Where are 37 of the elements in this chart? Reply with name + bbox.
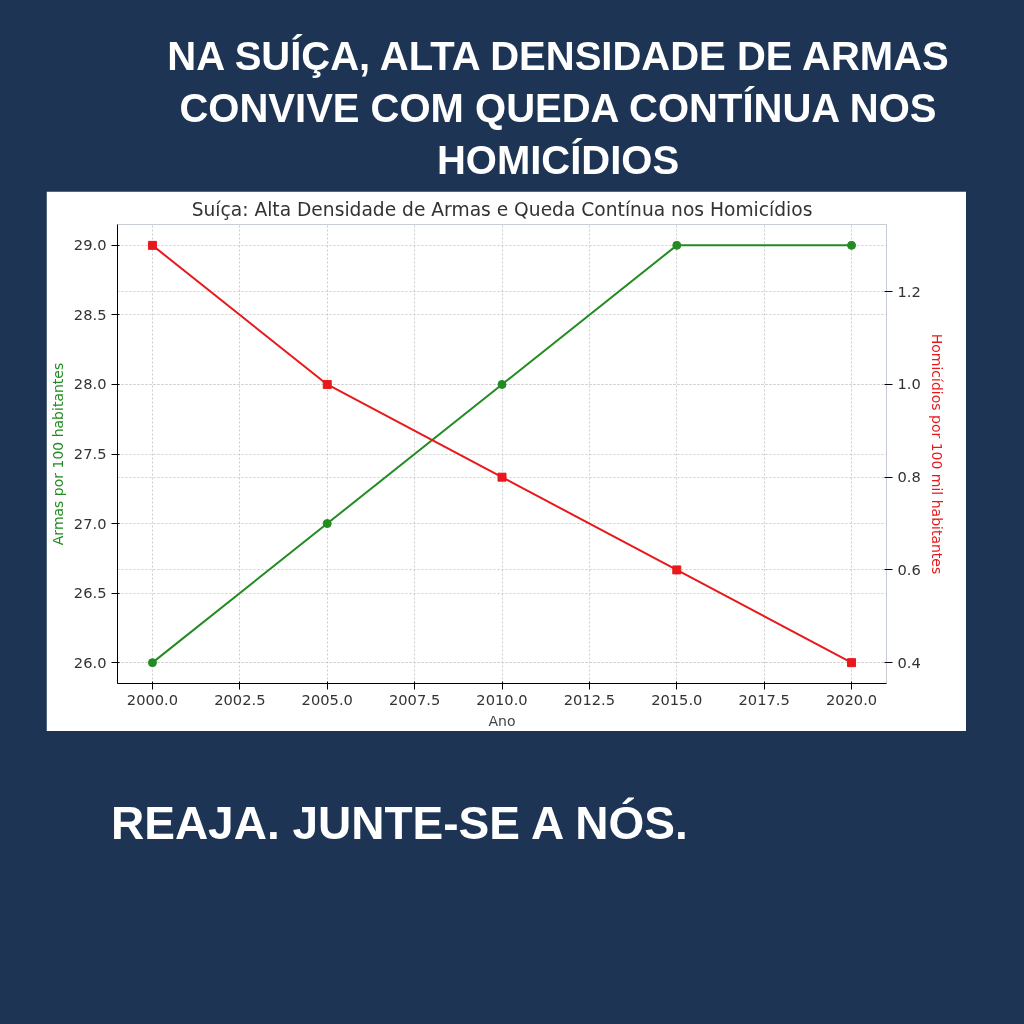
x-axis-title: Ano [488,712,516,729]
y-tick-label: 26.0 [73,653,107,671]
point [672,565,682,575]
y-axis-title: Armas por 100 habitantes [49,362,66,546]
y-tick-label: 27.0 [73,514,107,532]
x-tick-label: 2000.0 [126,690,179,708]
y2-tick-label: 0.4 [897,653,921,671]
x-tick-label: 2010.0 [476,690,528,708]
point [497,379,507,389]
point [847,240,857,250]
text: REAJA. JUNTE-SE A NÓS. [111,796,688,851]
point [672,240,682,250]
y2-tick-label: 0.8 [897,468,921,486]
y-tick-label: 27.5 [73,445,107,462]
y-tick-label: 26.5 [73,584,107,602]
y2-tick-label: 1.2 [897,282,921,300]
x-tick-label: 2012.5 [563,690,616,708]
point [847,658,857,668]
y2-tick-label: 0.6 [897,560,921,578]
y-tick-label: 29.0 [73,236,107,254]
x-tick-label: 2007.5 [388,690,441,708]
y-tick-label: 28.0 [73,375,107,393]
point [147,240,157,250]
y-tick-label: 28.5 [73,305,107,323]
x-tick-label: 2020.0 [825,690,878,708]
point [322,379,332,389]
x-tick-label: 2015.0 [651,690,703,708]
y2-tick-label: 1.0 [897,375,921,393]
point [497,472,507,482]
y2-axis-title: Homicídios por 100 mil habitantes [928,333,945,575]
point [322,519,332,529]
chart-title: NA SUÍÇA, ALTA DENSIDADE DE ARMAS CONVIVE COM QUEDA CONTÍNUA NOS HOMICÍDIOS [166,33,950,184]
point [147,658,157,668]
chart-subtitle: Suíça: Alta Densidade de Armas e Queda Contínua nos Homicídios [191,198,813,220]
x-tick-label: 2002.5 [214,690,266,708]
x-tick-label: 2017.5 [738,690,790,708]
x-tick-label: 2005.0 [301,690,353,708]
